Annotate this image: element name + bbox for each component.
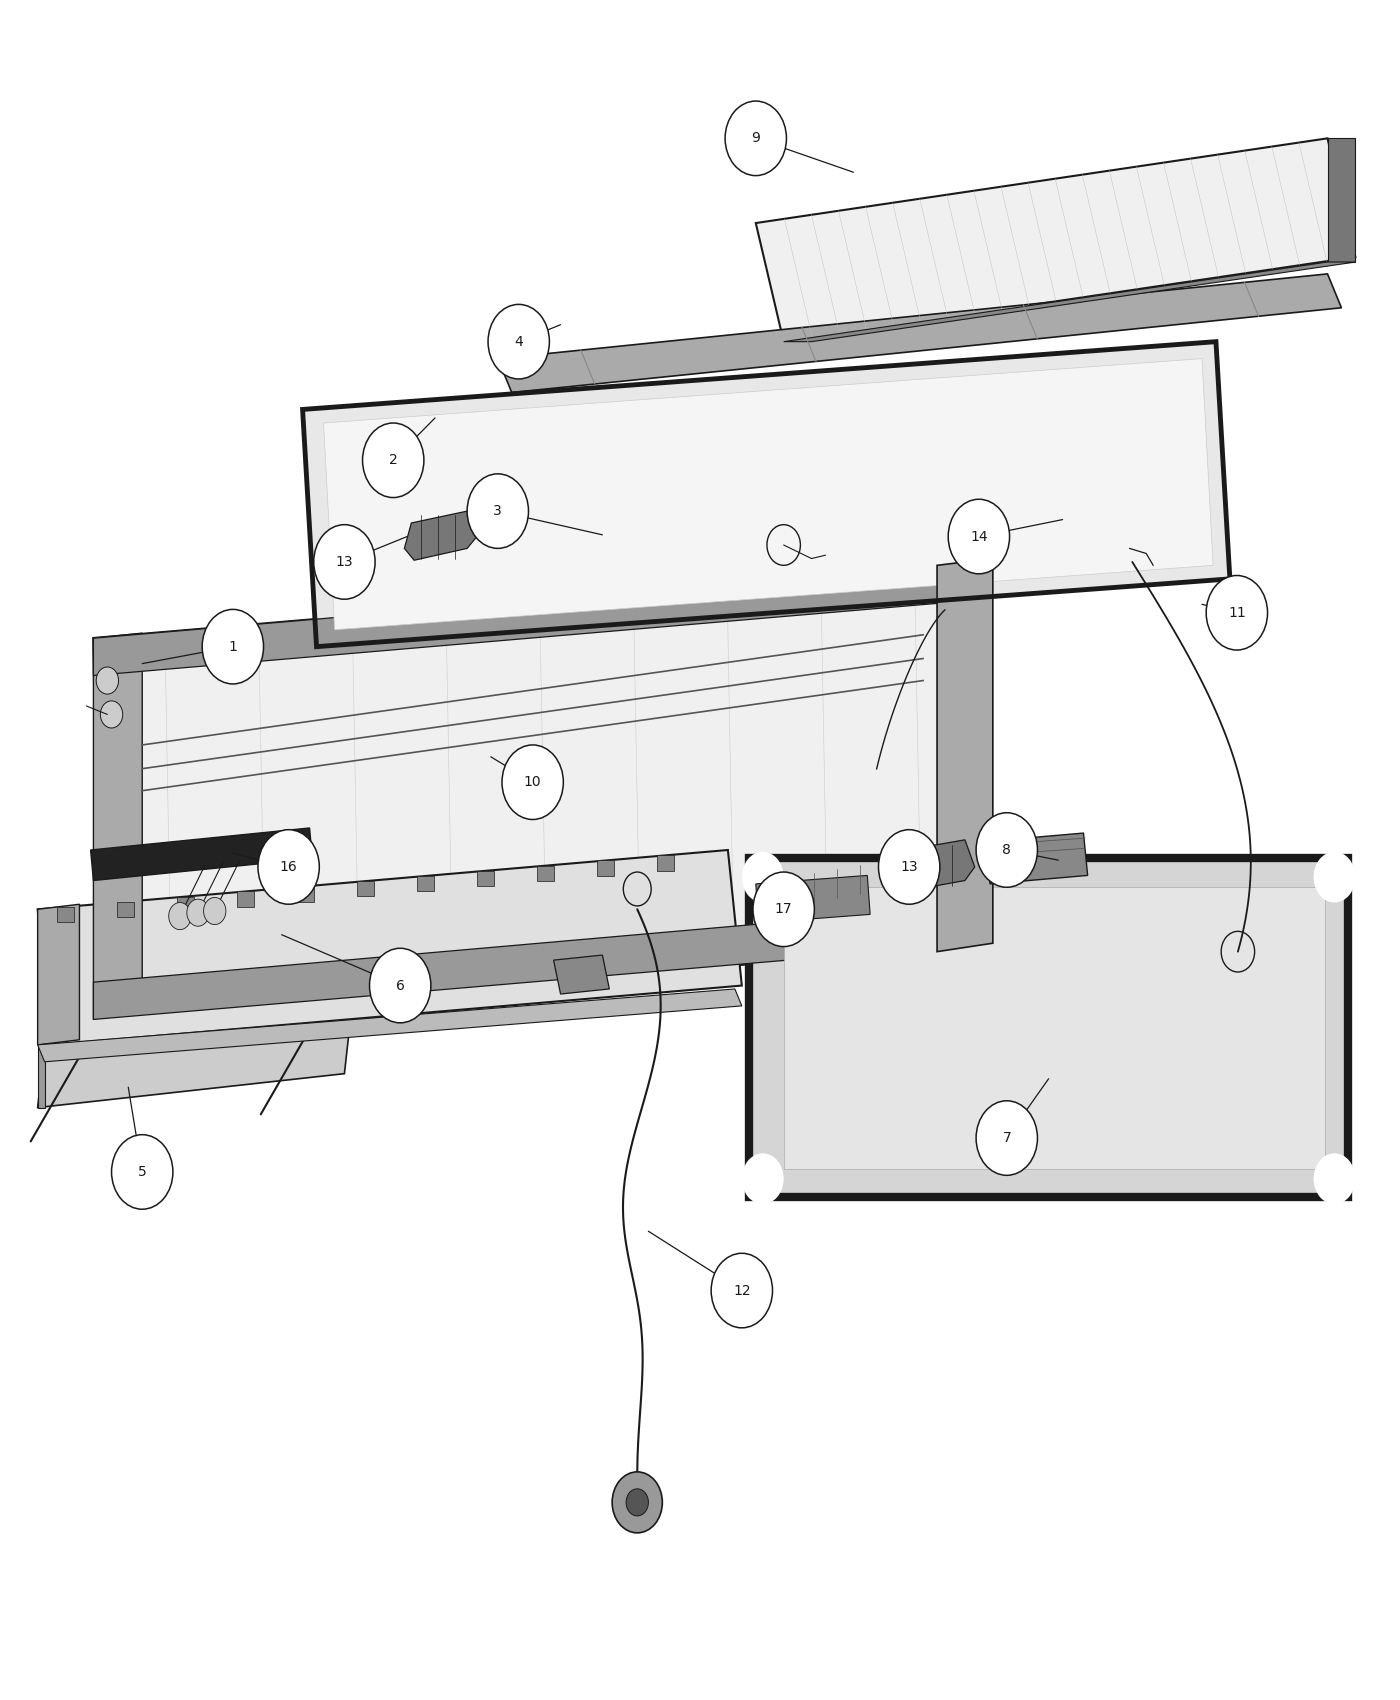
Circle shape (202, 609, 263, 683)
Bar (598, 860, 615, 876)
Polygon shape (38, 1046, 45, 1108)
Circle shape (489, 304, 549, 379)
Text: 7: 7 (1002, 1130, 1011, 1146)
Circle shape (711, 1253, 773, 1328)
Circle shape (468, 474, 528, 549)
Text: 2: 2 (389, 454, 398, 468)
Text: 16: 16 (280, 860, 298, 874)
Bar (176, 896, 193, 911)
Circle shape (1207, 576, 1267, 649)
Bar (118, 901, 133, 916)
Polygon shape (94, 563, 993, 1020)
Circle shape (97, 666, 119, 694)
Circle shape (612, 1472, 662, 1533)
Text: 10: 10 (524, 775, 542, 789)
Bar (297, 886, 314, 901)
Circle shape (363, 423, 424, 498)
Circle shape (725, 100, 787, 175)
Bar (658, 855, 675, 870)
Polygon shape (986, 833, 1088, 884)
Circle shape (878, 830, 939, 904)
Text: 1: 1 (228, 639, 237, 655)
Circle shape (948, 500, 1009, 575)
Bar (477, 870, 494, 886)
Text: 12: 12 (734, 1284, 750, 1297)
Polygon shape (323, 359, 1214, 629)
Polygon shape (784, 262, 1355, 342)
Circle shape (258, 830, 319, 904)
Polygon shape (784, 887, 1324, 1168)
Circle shape (1313, 852, 1355, 903)
Polygon shape (94, 904, 986, 1020)
Polygon shape (94, 563, 986, 675)
Bar (237, 891, 253, 906)
Text: 17: 17 (774, 903, 792, 916)
Circle shape (186, 899, 209, 927)
Circle shape (203, 898, 225, 925)
Text: 5: 5 (137, 1164, 147, 1178)
Polygon shape (937, 559, 993, 952)
Polygon shape (38, 989, 742, 1062)
Circle shape (626, 1489, 648, 1516)
Polygon shape (498, 274, 1341, 393)
Circle shape (976, 1102, 1037, 1175)
Circle shape (370, 949, 431, 1023)
Circle shape (742, 852, 784, 903)
Polygon shape (553, 955, 609, 994)
Circle shape (503, 745, 563, 819)
Polygon shape (38, 1012, 351, 1108)
Polygon shape (756, 138, 1355, 342)
Circle shape (976, 813, 1037, 887)
Polygon shape (38, 904, 80, 1046)
Circle shape (753, 872, 815, 947)
Polygon shape (899, 840, 974, 891)
Bar (538, 865, 554, 881)
Polygon shape (749, 858, 1348, 1197)
Text: 8: 8 (1002, 843, 1011, 857)
Text: 3: 3 (493, 505, 503, 518)
Circle shape (1313, 1153, 1355, 1204)
Bar (357, 881, 374, 896)
Circle shape (112, 1134, 172, 1209)
Circle shape (742, 1153, 784, 1204)
Polygon shape (94, 632, 143, 1020)
Text: 6: 6 (396, 979, 405, 993)
Circle shape (101, 700, 123, 728)
Text: 13: 13 (336, 554, 353, 570)
Bar (57, 906, 74, 921)
Circle shape (314, 525, 375, 598)
Text: 14: 14 (970, 529, 988, 544)
Polygon shape (38, 850, 742, 1046)
Polygon shape (1327, 138, 1355, 262)
Polygon shape (91, 828, 312, 881)
Bar (417, 876, 434, 891)
Text: 4: 4 (514, 335, 524, 348)
Text: 11: 11 (1228, 605, 1246, 620)
Circle shape (169, 903, 190, 930)
Polygon shape (405, 512, 477, 561)
Text: 13: 13 (900, 860, 918, 874)
Text: 9: 9 (752, 131, 760, 145)
Polygon shape (302, 342, 1229, 646)
Polygon shape (756, 876, 871, 923)
